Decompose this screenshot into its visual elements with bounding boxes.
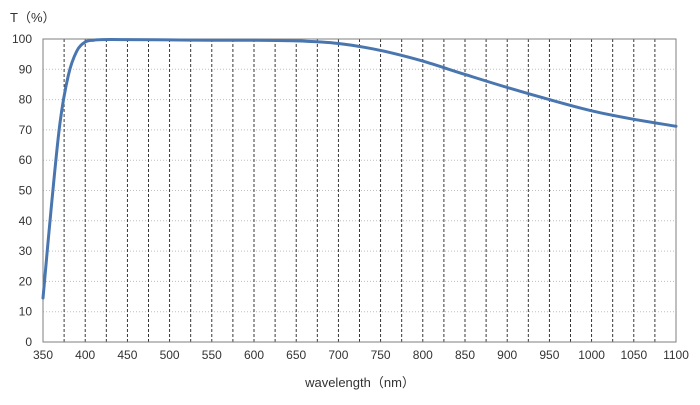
y-tick-label: 70 [19,123,33,137]
y-tick-label: 50 [19,184,33,198]
transmittance-line [41,38,678,300]
x-tick-label: 400 [75,348,95,362]
x-tick-label: 650 [286,348,306,362]
x-tick-label: 600 [244,348,264,362]
x-tick-label: 950 [539,348,559,362]
x-tick-label: 750 [371,348,391,362]
y-tick-label: 60 [19,153,33,167]
x-tick-label: 700 [328,348,348,362]
y-axis-label: T（%） [10,10,56,25]
y-tick-label: 0 [25,335,32,349]
x-tick-label: 350 [33,348,53,362]
x-tick-label: 550 [202,348,222,362]
series-layer [41,38,678,300]
x-tick-label: 1050 [620,348,647,362]
y-tick-label: 20 [19,274,33,288]
x-tick-label: 450 [117,348,137,362]
y-tick-label: 100 [12,32,32,46]
x-tick-label: 850 [455,348,475,362]
y-tick-label: 10 [19,305,33,319]
grid-layer [43,38,676,342]
x-tick-label: 800 [413,348,433,362]
y-tick-label: 80 [19,93,33,107]
x-tick-label: 1000 [578,348,605,362]
y-tick-label: 40 [19,214,33,228]
plot-border [42,38,677,343]
x-tick-label: 500 [160,348,180,362]
y-tick-label: 90 [19,62,33,76]
y-tick-label: 30 [19,244,33,258]
x-tick-label: 1100 [663,348,689,362]
x-tick-label: 900 [497,348,517,362]
x-axis-label: wavelength（nm） [304,375,415,390]
tick-labels: 350 400 450 500 550 600 650 700 750 800 850 900 950 1… [12,32,689,362]
axis-layer [42,38,677,343]
